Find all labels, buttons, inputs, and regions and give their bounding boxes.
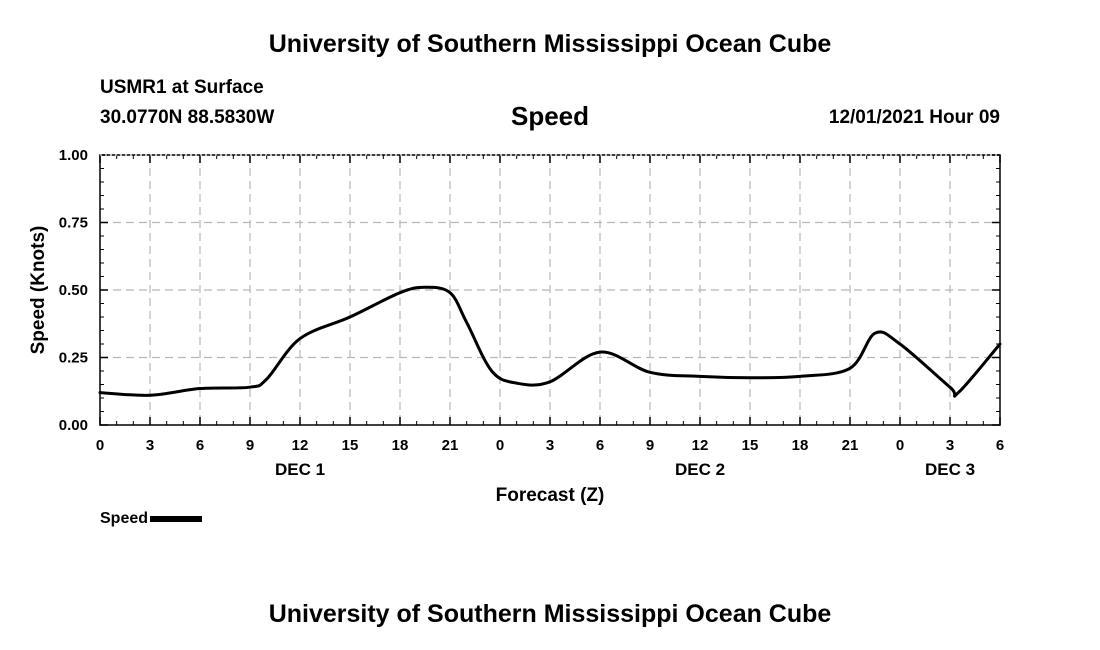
x-tick-label: 0 (496, 437, 504, 454)
x-tick-label: 6 (996, 437, 1004, 454)
x-tick-label: 12 (692, 437, 709, 454)
x-tick-label: 0 (896, 437, 904, 454)
x-tick-label: 18 (792, 437, 809, 454)
speed-chart: 0 3 6 9 12 15 18 21 0 3 6 9 12 15 18 21 0 3 6 0.00 0.25 0.50 0… (28, 147, 1004, 506)
station-label: USMR1 at Surface (100, 77, 264, 98)
day-label: DEC 1 (275, 460, 325, 479)
x-tick-label: 15 (342, 437, 359, 454)
day-label: DEC 2 (675, 460, 725, 479)
series-line-speed (98, 285, 1002, 398)
x-tick-label: 9 (246, 437, 254, 454)
x-tick-label: 18 (392, 437, 409, 454)
y-axis-label: Speed (Knots) (28, 226, 49, 355)
x-tick-label: 0 (96, 437, 104, 454)
grid (100, 155, 1000, 425)
x-axis-label: Forecast (Z) (496, 485, 605, 506)
x-tick-label: 21 (442, 437, 459, 454)
legend: Speed (100, 510, 203, 528)
legend-label: Speed (100, 510, 149, 527)
day-label: DEC 3 (925, 460, 975, 479)
page-title: University of Southern Mississippi Ocean… (268, 30, 832, 58)
forecast-timestamp: 12/01/2021 Hour 09 (828, 107, 1000, 128)
x-tick-label: 3 (946, 437, 954, 454)
legend-swatch (150, 515, 203, 522)
x-tick-label: 9 (646, 437, 654, 454)
y-tick-label: 0.00 (59, 417, 88, 434)
x-tick-label: 6 (596, 437, 604, 454)
x-tick-label: 21 (842, 437, 859, 454)
series-layer (98, 285, 1002, 398)
y-tick-label: 1.00 (59, 147, 88, 164)
x-tick-label: 15 (742, 437, 759, 454)
axis-ticks (99, 154, 1001, 426)
y-tick-label: 0.75 (59, 215, 88, 232)
chart-title: Speed (510, 101, 590, 131)
y-tick-label: 0.50 (59, 282, 88, 299)
x-tick-label: 6 (196, 437, 204, 454)
y-tick-label: 0.25 (59, 350, 88, 367)
station-coordinates: 30.0770N 88.5830W (100, 107, 275, 128)
x-tick-label: 3 (146, 437, 154, 454)
footer-title: University of Southern Mississippi Ocean… (268, 600, 832, 628)
x-tick-label: 3 (546, 437, 554, 454)
x-tick-label: 12 (292, 437, 309, 454)
axis-labels: 0 3 6 9 12 15 18 21 0 3 6 9 12 15 18 21 0 3 6 0.00 0.25 0.50 0… (59, 147, 1004, 479)
